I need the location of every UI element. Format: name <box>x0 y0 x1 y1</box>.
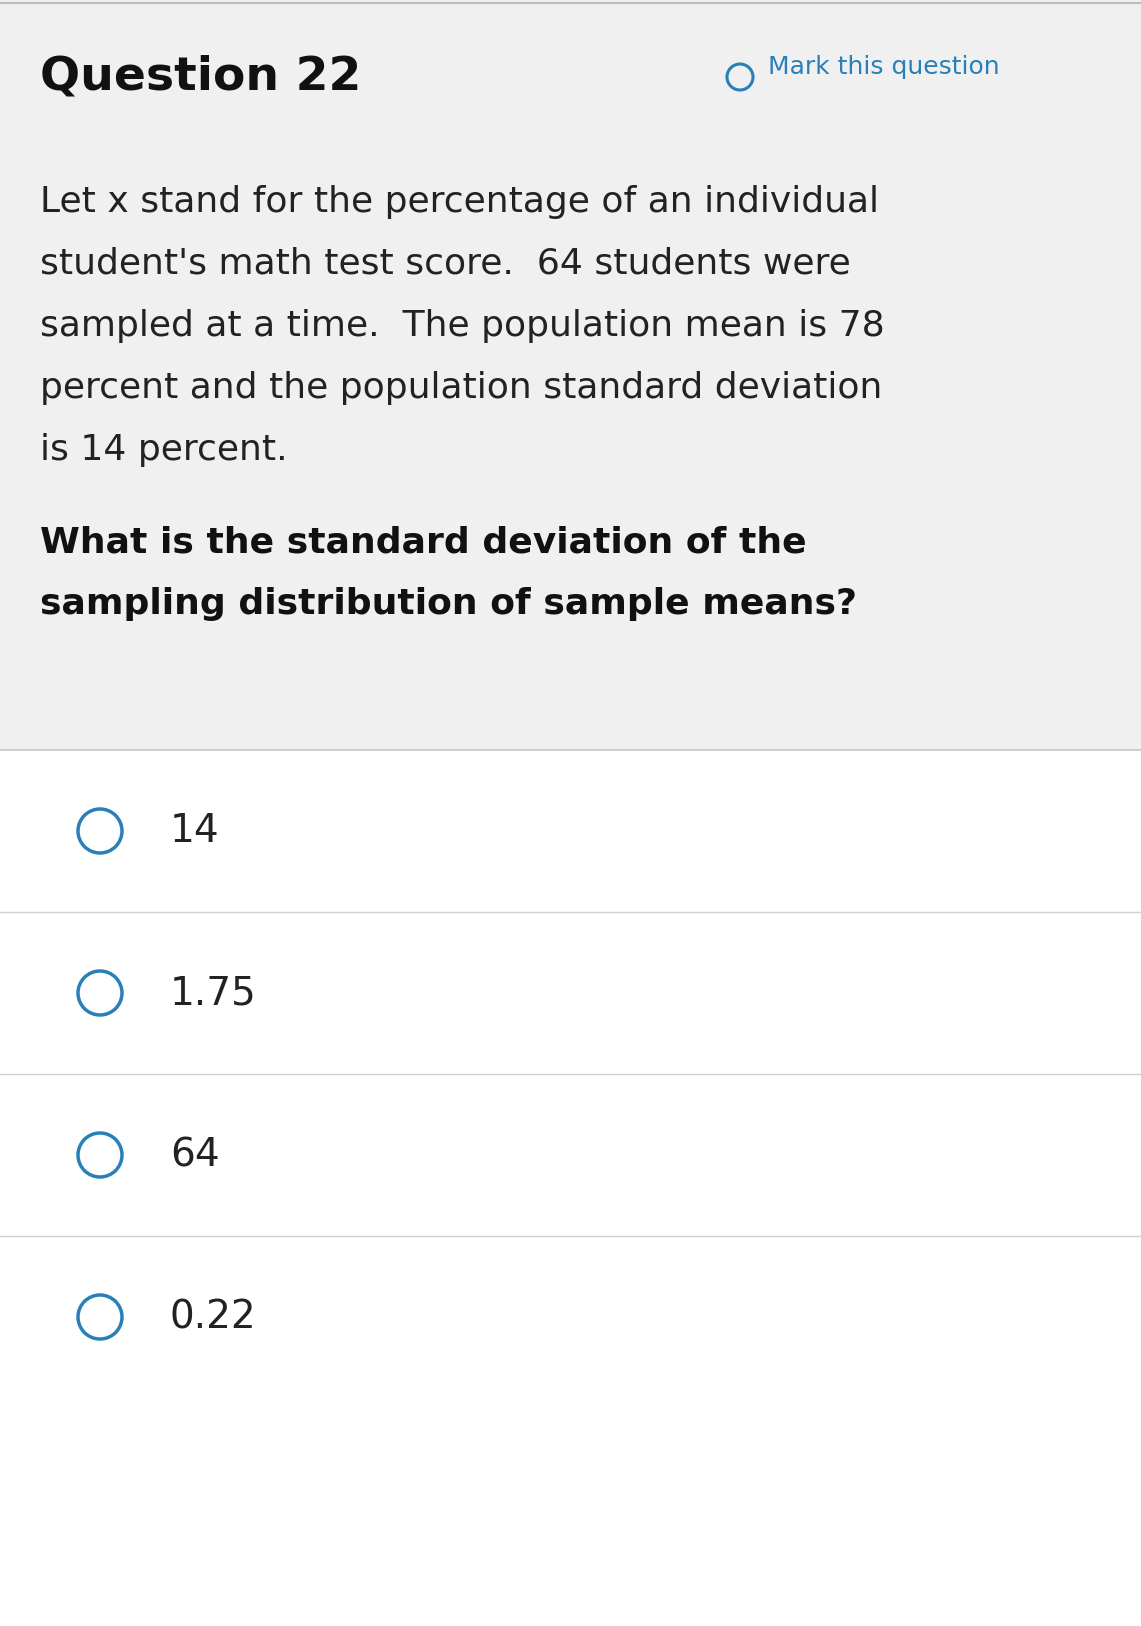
Text: Let x stand for the percentage of an individual: Let x stand for the percentage of an ind… <box>40 185 879 220</box>
Bar <box>0 750 1141 1626</box>
Text: What is the standard deviation of the: What is the standard deviation of the <box>40 525 807 559</box>
Text: percent and the population standard deviation: percent and the population standard devi… <box>40 371 882 405</box>
Text: Mark this question: Mark this question <box>768 55 1000 80</box>
Text: Question 22: Question 22 <box>40 55 362 101</box>
Text: sampled at a time.  The population mean is 78: sampled at a time. The population mean i… <box>40 309 884 343</box>
Text: 0.22: 0.22 <box>170 1298 257 1337</box>
Text: student's math test score.  64 students were: student's math test score. 64 students w… <box>40 247 851 281</box>
Bar <box>0 0 1141 750</box>
Text: is 14 percent.: is 14 percent. <box>40 433 288 467</box>
Text: 14: 14 <box>170 811 219 850</box>
Text: 1.75: 1.75 <box>170 974 257 1011</box>
Text: sampling distribution of sample means?: sampling distribution of sample means? <box>40 587 857 621</box>
Text: 64: 64 <box>170 1137 219 1174</box>
